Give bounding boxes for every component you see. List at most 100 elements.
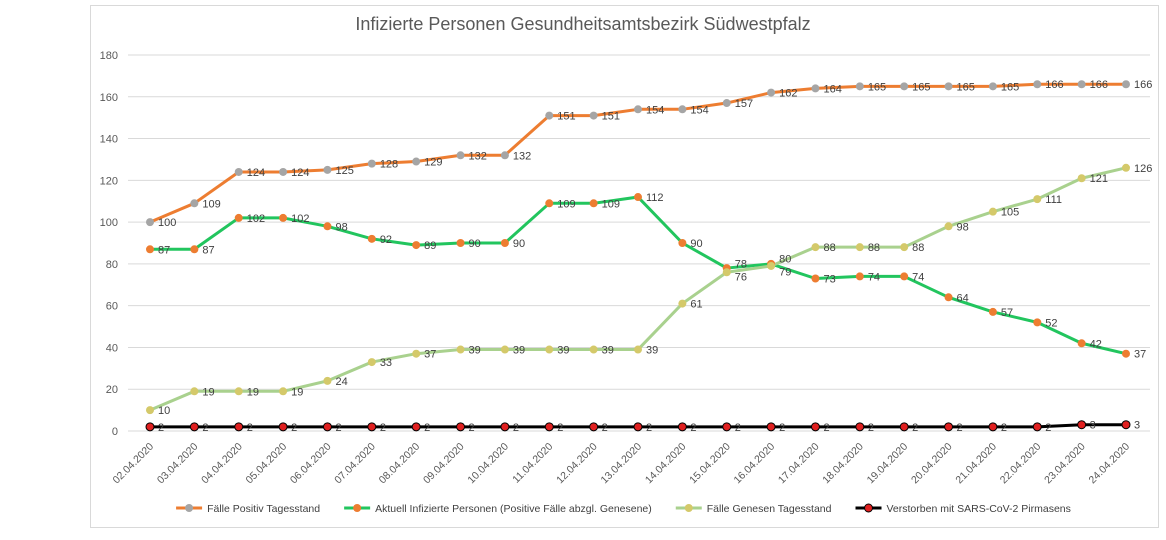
data-label: 165 [912,81,930,93]
data-label: 24 [335,376,347,388]
data-point [722,422,732,432]
data-label: 165 [868,81,886,93]
x-tick-label: 03.04.2020 [155,441,201,487]
data-point [634,193,642,202]
data-point [811,274,820,283]
y-tick-label: 140 [100,134,118,146]
y-tick-label: 180 [100,50,118,62]
data-point [234,422,244,432]
data-point [500,151,509,160]
data-label: 64 [957,292,969,304]
data-label: 102 [247,213,265,225]
data-point [900,272,909,281]
data-label: 37 [424,349,436,361]
data-point [944,422,954,432]
x-tick-label: 12.04.2020 [554,441,600,487]
data-point [190,199,199,208]
data-label: 74 [912,271,924,283]
y-tick-label: 80 [106,259,118,271]
data-label: 154 [646,104,664,116]
data-label: 90 [469,238,481,250]
data-label: 2 [513,422,519,434]
data-label: 19 [247,386,259,398]
data-point [634,345,642,354]
data-point [412,241,421,250]
data-point [456,239,465,247]
x-tick-label: 05.04.2020 [244,441,290,487]
series-line [149,166,1127,412]
data-label: 2 [735,422,741,434]
data-label: 125 [335,165,353,177]
data-label: 165 [957,81,975,93]
data-label: 90 [690,238,702,250]
data-label: 105 [1001,207,1019,219]
data-label: 88 [868,242,880,254]
legend-label: Aktuell Infizierte Personen (Positive Fä… [375,503,652,515]
x-tick-label: 14.04.2020 [643,441,689,487]
data-label: 52 [1045,317,1057,329]
legend-marker [353,504,362,512]
data-label: 162 [779,88,797,100]
data-point [767,88,776,97]
legend-marker [185,504,194,512]
data-point [1033,318,1042,327]
x-tick-label: 22.04.2020 [998,441,1044,487]
data-label: 132 [513,150,531,162]
data-label: 19 [291,386,303,398]
data-label: 166 [1134,79,1152,91]
data-point [811,84,820,93]
data-label: 39 [557,345,569,357]
data-label: 90 [513,238,525,250]
data-label: 129 [424,157,442,169]
y-tick-label: 0 [112,426,118,438]
data-label: 121 [1090,173,1108,185]
data-point [323,376,332,385]
data-point [1077,420,1087,430]
data-label: 42 [1090,338,1102,350]
data-point [1077,80,1086,89]
data-label: 33 [380,357,392,369]
data-label: 128 [380,159,398,171]
data-point [545,345,554,354]
data-point [1032,422,1042,432]
x-tick-label: 10.04.2020 [465,441,511,487]
x-tick-label: 18.04.2020 [820,441,866,487]
data-point [456,151,465,160]
data-label: 2 [557,422,563,434]
data-point [1077,339,1086,348]
x-tick-label: 16.04.2020 [732,441,778,487]
data-label: 112 [646,192,664,204]
data-point [767,261,776,270]
data-label: 124 [247,167,265,179]
data-label: 154 [690,104,708,116]
data-label: 88 [823,242,835,254]
data-point [811,243,820,252]
data-point [367,234,376,243]
data-point [944,222,953,231]
data-label: 2 [957,422,963,434]
data-point [189,422,199,432]
data-label: 109 [202,198,220,210]
data-label: 74 [868,271,880,283]
x-tick-label: 21.04.2020 [953,441,999,487]
data-point [146,406,154,415]
data-point [234,167,243,176]
data-point [900,243,909,252]
legend-label: Fälle Positiv Tagesstand [207,503,320,515]
data-label: 2 [690,422,696,434]
data-label: 88 [912,242,924,254]
data-label: 2 [335,422,341,434]
data-label: 166 [1045,79,1063,91]
data-label: 2 [158,422,164,434]
data-point [544,422,554,432]
data-label: 2 [424,422,430,434]
data-point [1122,80,1130,89]
x-tick-label: 02.04.2020 [110,441,156,487]
data-point [678,105,687,114]
data-label: 10 [158,405,170,417]
data-point [589,345,598,354]
data-point [855,422,865,432]
x-tick-label: 23.04.2020 [1042,441,1088,487]
data-label: 109 [602,198,620,210]
data-label: 166 [1090,79,1108,91]
